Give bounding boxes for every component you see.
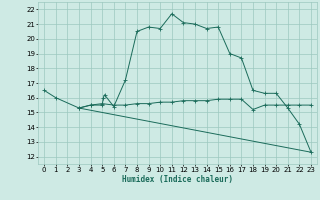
X-axis label: Humidex (Indice chaleur): Humidex (Indice chaleur) [122,175,233,184]
